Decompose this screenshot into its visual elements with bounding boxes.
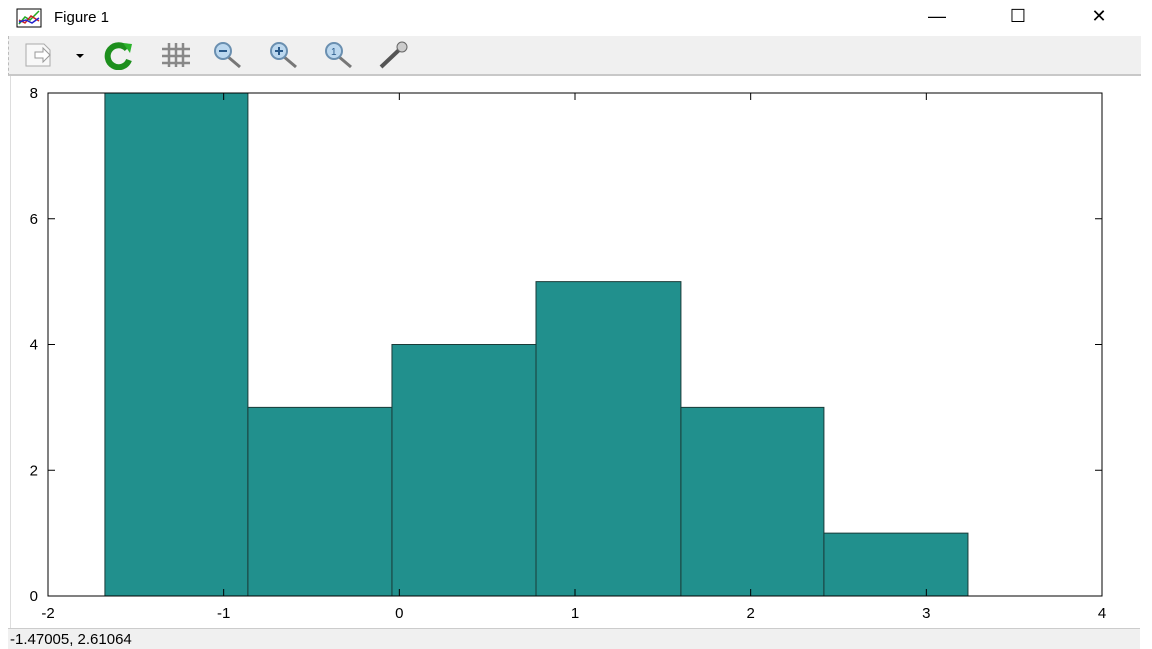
cursor-coordinates: -1.47005, 2.61064	[10, 631, 132, 648]
zoom-out-icon[interactable]	[212, 40, 244, 70]
grid-icon[interactable]	[159, 40, 191, 70]
maximize-button[interactable]: ☐	[1009, 6, 1027, 26]
histogram-bar	[823, 532, 969, 597]
x-tick-label: 4	[1098, 605, 1106, 622]
title-bar: Figure 1 — ☐ ✕	[0, 0, 1152, 36]
refresh-icon[interactable]	[103, 40, 135, 70]
toolbar: 1	[8, 36, 1141, 76]
histogram-bar	[247, 406, 393, 597]
x-tick-label: -1	[217, 605, 230, 622]
x-tick-label: -2	[41, 605, 54, 622]
histogram-bar	[680, 406, 825, 597]
properties-wrench-icon[interactable]	[377, 40, 409, 70]
status-bar: -1.47005, 2.61064	[8, 628, 1140, 649]
zoom-in-icon[interactable]	[268, 40, 300, 70]
histogram-bar	[535, 281, 682, 597]
y-tick-label: 2	[30, 462, 38, 479]
figure-app-icon	[16, 8, 42, 28]
dropdown-arrow-icon[interactable]	[73, 40, 87, 70]
y-tick-label: 8	[30, 85, 38, 102]
histogram-bar	[104, 92, 249, 597]
plot-canvas[interactable]: -2 -1 0 1 2 3 4 0 2 4 6 8	[10, 76, 1141, 628]
y-tick-label: 4	[30, 337, 38, 354]
export-icon[interactable]	[23, 40, 55, 70]
window-title: Figure 1	[54, 9, 110, 26]
x-tick-label: 3	[922, 605, 930, 622]
x-tick-label: 1	[571, 605, 579, 622]
y-tick-label: 6	[30, 211, 38, 228]
close-button[interactable]: ✕	[1091, 6, 1107, 26]
x-tick-label: 0	[395, 605, 403, 622]
svg-text:1: 1	[331, 47, 337, 58]
histogram-chart: -2 -1 0 1 2 3 4 0 2 4 6 8	[30, 85, 1107, 622]
zoom-reset-icon[interactable]: 1	[323, 40, 355, 70]
y-tick-label: 0	[30, 588, 38, 605]
histogram-bar	[391, 344, 537, 597]
x-tick-label: 2	[746, 605, 754, 622]
minimize-button[interactable]: —	[928, 6, 946, 26]
